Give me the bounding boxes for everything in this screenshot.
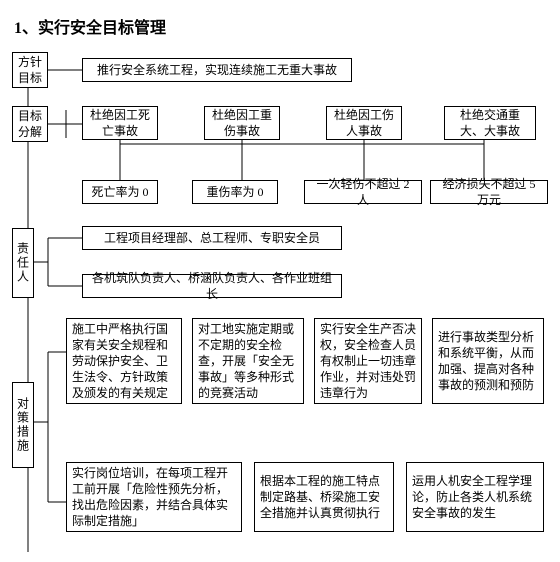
label: 杜绝因工伤人事故: [332, 107, 396, 139]
node-serious-rate: 重伤率为 0: [192, 180, 278, 204]
node-minor-limit: 一次轻伤不超过 2 人: [304, 180, 422, 204]
label: 目标分解: [18, 108, 42, 140]
label: 各机筑队负责人、桥涵队负责人、各作业班组长: [88, 270, 336, 302]
label: 责任人: [15, 242, 32, 284]
page-title: 1、实行安全目标管理: [14, 14, 552, 38]
node-policy-desc: 推行安全系统工程，实现连续施工无重大事故: [82, 58, 352, 82]
node-m3: 实行安全生产否决权，安全检查人员有权制止一切违章作业，并对违处罚违章行为: [314, 318, 422, 404]
node-m2: 对工地实施定期或不定期的安全检查，开展「安全无事故」等多种形式的竞赛活动: [192, 318, 304, 404]
label: 运用人机安全工程学理论，防止各类人机系统安全事故的发生: [412, 473, 538, 522]
label: 方针目标: [18, 54, 42, 86]
node-m7: 运用人机安全工程学理论，防止各类人机系统安全事故的发生: [406, 462, 544, 532]
node-m1: 施工中严格执行国家有关安全规程和劳动保护安全、卫生法令、方针政策及颁发的有关规定: [66, 318, 182, 404]
node-m4: 进行事故类型分析和系统平衡，从而加强、提高对各种事故的预测和预防: [432, 318, 544, 404]
node-measures: 对策措施: [12, 382, 34, 468]
label: 一次轻伤不超过 2 人: [310, 176, 416, 208]
node-death-rate: 死亡率为 0: [82, 180, 158, 204]
node-resp-2: 各机筑队负责人、桥涵队负责人、各作业班组长: [82, 274, 342, 298]
label: 进行事故类型分析和系统平衡，从而加强、提高对各种事故的预测和预防: [438, 329, 538, 394]
label: 对策措施: [15, 397, 32, 453]
node-economic-limit: 经济损失不超过 5 万元: [430, 180, 548, 204]
label: 实行岗位培训，在每项工程开工前开展「危险性预先分析，找出危险因素，并结合具体实际…: [72, 465, 236, 530]
node-m6: 根据本工程的施工特点制定路基、桥梁施工安全措施并认真贯彻执行: [254, 462, 394, 532]
label: 死亡率为 0: [91, 184, 148, 200]
label: 杜绝交通重大、大事故: [450, 107, 530, 139]
label: 经济损失不超过 5 万元: [436, 176, 542, 208]
node-no-traffic: 杜绝交通重大、大事故: [444, 106, 536, 140]
node-resp-1: 工程项目经理部、总工程师、专职安全员: [82, 226, 342, 250]
label: 实行安全生产否决权，安全检查人员有权制止一切违章作业，并对违处罚违章行为: [320, 321, 416, 402]
node-no-serious: 杜绝因工重伤事故: [204, 106, 280, 140]
node-responsible: 责任人: [12, 228, 34, 298]
node-no-injury: 杜绝因工伤人事故: [326, 106, 402, 140]
label: 重伤率为 0: [206, 184, 263, 200]
node-m5: 实行岗位培训，在每项工程开工前开展「危险性预先分析，找出危险因素，并结合具体实际…: [66, 462, 242, 532]
label: 杜绝因工重伤事故: [210, 107, 274, 139]
label: 施工中严格执行国家有关安全规程和劳动保护安全、卫生法令、方针政策及颁发的有关规定: [72, 321, 176, 402]
label: 根据本工程的施工特点制定路基、桥梁施工安全措施并认真贯彻执行: [260, 473, 388, 522]
label: 推行安全系统工程，实现连续施工无重大事故: [97, 62, 337, 78]
node-no-death: 杜绝因工死亡事故: [82, 106, 158, 140]
flowchart: 方针目标 推行安全系统工程，实现连续施工无重大事故 目标分解 杜绝因工死亡事故 …: [8, 52, 552, 552]
label: 对工地实施定期或不定期的安全检查，开展「安全无事故」等多种形式的竞赛活动: [198, 321, 298, 402]
node-policy-goal: 方针目标: [12, 52, 48, 88]
node-goal-decomp: 目标分解: [12, 106, 48, 142]
label: 工程项目经理部、总工程师、专职安全员: [104, 230, 320, 246]
label: 杜绝因工死亡事故: [88, 107, 152, 139]
